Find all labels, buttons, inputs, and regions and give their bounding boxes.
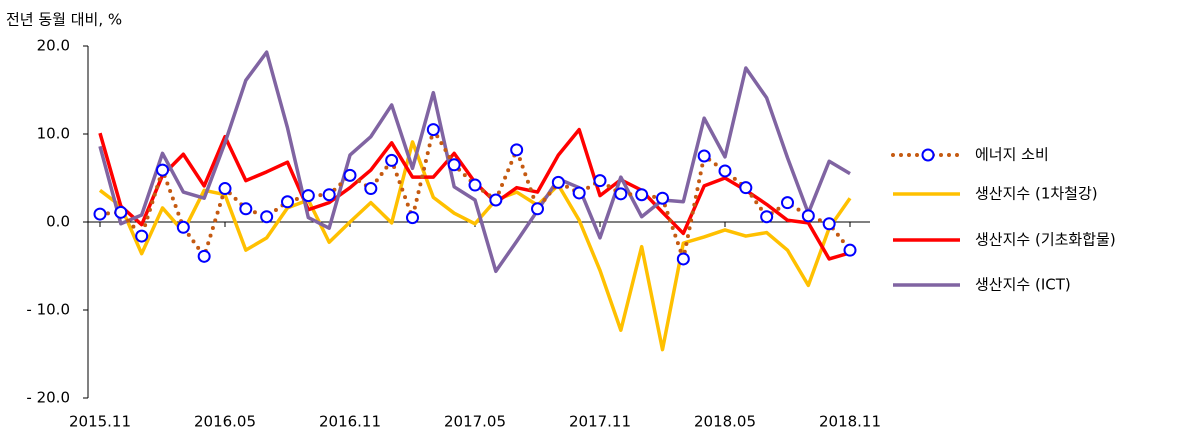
point bbox=[218, 182, 232, 196]
point bbox=[406, 211, 419, 225]
point bbox=[676, 252, 690, 266]
point bbox=[843, 243, 857, 257]
point bbox=[301, 189, 315, 203]
point bbox=[614, 187, 628, 201]
point bbox=[739, 181, 753, 195]
point bbox=[489, 193, 503, 207]
y-tick-label: 0.0 bbox=[46, 213, 70, 231]
point bbox=[593, 174, 607, 188]
y-axis-title: 전년 동월 대비, % bbox=[6, 11, 122, 29]
point bbox=[801, 209, 815, 223]
point bbox=[385, 153, 399, 167]
x-tick-label: 2017.05 bbox=[444, 413, 506, 431]
legend-label: 생산지수 (ICT) bbox=[975, 276, 1071, 294]
series-line bbox=[98, 50, 851, 274]
point bbox=[156, 163, 169, 177]
point bbox=[656, 191, 669, 205]
point bbox=[197, 249, 211, 263]
point bbox=[572, 186, 586, 200]
point bbox=[781, 196, 794, 210]
point bbox=[176, 220, 190, 234]
y-tick-label: 10.0 bbox=[37, 125, 70, 143]
legend-label: 생산지수 (기초화합물) bbox=[975, 231, 1116, 249]
point bbox=[510, 143, 524, 157]
point bbox=[322, 188, 336, 202]
point bbox=[447, 158, 461, 172]
x-tick-label: 2017.11 bbox=[569, 413, 631, 431]
point bbox=[260, 210, 274, 224]
series-line bbox=[98, 127, 852, 261]
y-tick-label: 20.0 bbox=[37, 37, 70, 55]
point bbox=[551, 175, 565, 189]
point bbox=[697, 149, 711, 163]
series-line bbox=[98, 127, 851, 261]
point bbox=[114, 205, 128, 219]
x-tick-label: 2018.11 bbox=[819, 413, 881, 431]
point bbox=[281, 195, 294, 209]
point bbox=[468, 178, 482, 192]
legend-label: 생산지수 (1차철강) bbox=[975, 185, 1098, 203]
x-tick-label: 2016.11 bbox=[319, 413, 381, 431]
legend-label: 에너지 소비 bbox=[975, 146, 1049, 164]
point bbox=[343, 168, 357, 182]
x-tick-label: 2016.05 bbox=[194, 413, 256, 431]
legend-marker bbox=[921, 148, 935, 162]
point bbox=[426, 123, 440, 137]
y-tick-label: - 20.0 bbox=[26, 389, 70, 407]
point bbox=[635, 188, 649, 202]
point bbox=[364, 182, 378, 196]
point bbox=[822, 217, 836, 231]
x-tick-label: 2015.11 bbox=[69, 413, 131, 431]
point bbox=[239, 202, 253, 216]
point bbox=[718, 164, 732, 178]
y-tick-label: - 10.0 bbox=[26, 301, 70, 319]
point bbox=[531, 202, 544, 216]
point bbox=[135, 229, 149, 243]
point bbox=[93, 207, 107, 221]
x-tick-label: 2018.05 bbox=[694, 413, 756, 431]
point bbox=[760, 210, 774, 224]
